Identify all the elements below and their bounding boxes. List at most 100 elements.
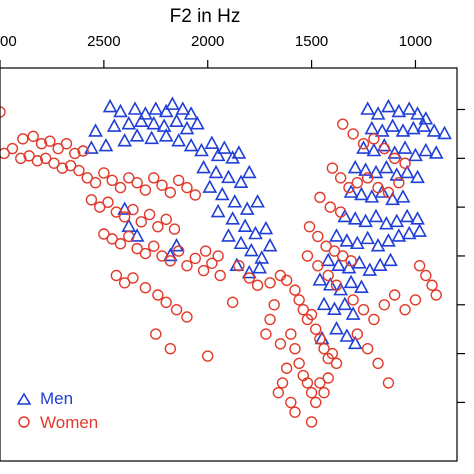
men-point [406,120,421,135]
women-point [272,386,285,399]
women-point [314,377,326,389]
women-point [368,313,380,326]
women-point [226,296,239,309]
women-point [212,250,224,262]
women-point [393,177,405,189]
women-point [251,279,264,291]
women-point [206,257,218,269]
men-point [374,184,390,198]
women-point [328,245,341,257]
men-point [381,233,396,247]
men-point [395,189,411,203]
men-point [345,306,361,320]
men-point [385,118,400,132]
men-point [401,101,417,115]
legend-men-marker [16,392,32,405]
women-point [399,157,411,169]
men-point [356,140,371,154]
men-point [358,213,373,228]
men-point [418,142,434,157]
women-point [168,223,181,235]
women-point [301,377,314,389]
women-point [305,386,318,399]
men-point [146,115,162,130]
women-point [81,172,93,184]
men-point [383,252,398,267]
women-point [160,296,172,309]
men-point [397,140,413,154]
men-point [381,98,396,113]
men-point [354,279,369,293]
women-point [310,396,322,409]
women-point [274,338,287,350]
women-point [214,269,226,282]
women-point [0,106,6,118]
women-point [320,240,332,252]
men-point [262,238,278,252]
men-point [196,159,211,174]
men-point [258,220,274,235]
men-point [360,101,376,115]
women-point [413,260,426,272]
women-point [114,181,127,194]
men-point [389,213,405,228]
women-point [378,142,390,155]
men-point [204,135,220,149]
women-point [289,406,301,418]
women-point [280,362,293,374]
men-point [239,201,255,215]
women-point [334,206,347,218]
men-point [225,211,241,225]
men-point [248,225,263,240]
women-point [334,172,347,184]
men-point [372,257,388,272]
men-point [194,142,209,157]
men-point [158,128,174,142]
women-point [102,196,114,208]
men-point [368,164,384,179]
men-point [237,218,253,232]
men-point [410,169,425,184]
men-point [395,123,411,137]
men-point [337,296,353,311]
women-point [164,343,177,355]
men-point [216,140,232,154]
men-point [214,186,230,201]
women-point [305,416,318,428]
women-point [118,211,131,223]
women-point [243,272,255,284]
men-point [362,262,378,276]
women-point [337,118,349,130]
x-tick-label: 3000 [0,33,17,50]
men-point [399,164,415,179]
men-point [343,184,359,198]
women-point [233,260,245,272]
women-point [164,255,177,267]
men-point [329,228,344,242]
men-point [370,106,386,120]
legend-women-label: Women [40,413,98,432]
legend: Men Women [16,389,98,432]
women-point [293,294,305,306]
women-point [285,328,297,340]
women-point [127,203,139,216]
women-point [305,308,318,321]
women-point [31,155,44,167]
men-point [129,128,145,142]
men-point [169,113,184,128]
men-point [339,233,355,247]
men-point [250,194,265,208]
men-point [88,123,103,137]
men-point [347,211,363,225]
women-point [6,142,19,155]
men-point [233,235,249,250]
men-point [379,159,394,174]
men-point [410,211,425,225]
men-point [387,145,403,159]
men-point [221,228,236,242]
men-point [366,142,382,157]
women-point [382,377,395,389]
women-point [164,186,177,199]
men-point [320,252,336,267]
